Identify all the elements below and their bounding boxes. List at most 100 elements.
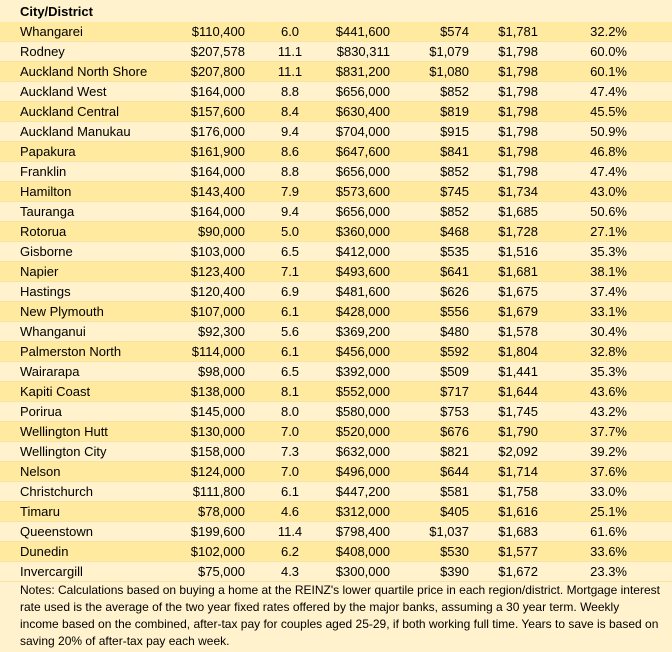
table-cell: 11.1 xyxy=(277,44,303,59)
table-cell: $573,600 xyxy=(335,184,390,199)
city-name: Timaru xyxy=(20,504,60,519)
table-cell: $581 xyxy=(440,484,469,499)
table-cell: $1,681 xyxy=(498,264,538,279)
city-name: Wellington Hutt xyxy=(20,424,108,439)
table-cell: $841 xyxy=(440,144,469,159)
table-cell: $390 xyxy=(440,564,469,579)
table-cell: 33.0% xyxy=(590,484,627,499)
table-cell: $745 xyxy=(440,184,469,199)
table-row: Rotorua $90,000 5.0 $360,000 $468 $1,728 27.1% xyxy=(0,222,672,242)
table-cell: $98,000 xyxy=(198,364,245,379)
table-row: Wairarapa $98,000 6.5 $392,000 $509 $1,441 35.… xyxy=(0,362,672,382)
table-cell: 8.4 xyxy=(280,104,300,119)
table-cell: 37.4% xyxy=(590,284,627,299)
table-row: Papakura $161,900 8.6 $647,600 $841 $1,798 46.… xyxy=(0,142,672,162)
table-cell: $300,000 xyxy=(335,564,390,579)
table-cell: $158,000 xyxy=(190,444,245,459)
table-cell: 27.1% xyxy=(590,224,627,239)
table-cell: 8.0 xyxy=(280,404,300,419)
table-row: Palmerston North $114,000 6.1 $456,000 $592 $… xyxy=(0,342,672,362)
table-cell: $176,000 xyxy=(190,124,245,139)
city-name: Whanganui xyxy=(20,324,86,339)
table-cell: 6.9 xyxy=(280,284,300,299)
city-name: Auckland Manukau xyxy=(20,124,131,139)
table-cell: $161,900 xyxy=(190,144,245,159)
table-cell: $556 xyxy=(440,304,469,319)
table-row: Dunedin $102,000 6.2 $408,000 $530 $1,577 33.6… xyxy=(0,542,672,562)
table-cell: $2,092 xyxy=(498,444,538,459)
table-cell: $1,616 xyxy=(498,504,538,519)
table-cell: $656,000 xyxy=(335,164,390,179)
city-name: Palmerston North xyxy=(20,344,122,359)
table-row: New Plymouth $107,000 6.1 $428,000 $556 $1,67… xyxy=(0,302,672,322)
table-cell: $852 xyxy=(440,84,469,99)
table-cell: $1,728 xyxy=(498,224,538,239)
table-cell: 6.1 xyxy=(280,484,300,499)
table-cell: $496,000 xyxy=(335,464,390,479)
table-cell: $1,745 xyxy=(498,404,538,419)
table-cell: 8.6 xyxy=(280,144,300,159)
table-cell: 47.4% xyxy=(590,164,627,179)
table-cell: $1,714 xyxy=(498,464,538,479)
table-cell: $102,000 xyxy=(190,544,245,559)
city-name: Auckland Central xyxy=(20,104,119,119)
city-name: Papakura xyxy=(20,144,76,159)
table-cell: $704,000 xyxy=(335,124,390,139)
table-cell: $360,000 xyxy=(335,224,390,239)
city-name: Dunedin xyxy=(20,544,69,559)
table-cell: $164,000 xyxy=(190,204,245,219)
table-cell: $630,400 xyxy=(335,104,390,119)
table-cell: $1,798 xyxy=(498,164,538,179)
table-cell: $644 xyxy=(440,464,469,479)
table-cell: 6.0 xyxy=(280,24,300,39)
header-cell: City/District xyxy=(20,4,93,19)
table-cell: $819 xyxy=(440,104,469,119)
table-cell: $647,600 xyxy=(335,144,390,159)
table-cell: $130,000 xyxy=(190,424,245,439)
table-cell: 7.0 xyxy=(280,464,300,479)
table-cell: $1,798 xyxy=(498,144,538,159)
table-row: Wellington Hutt $130,000 7.0 $520,000 $676 $1… xyxy=(0,422,672,442)
table-row: Whanganui $92,300 5.6 $369,200 $480 $1,578 30.… xyxy=(0,322,672,342)
table-cell: 61.6% xyxy=(590,524,627,539)
table-cell: $369,200 xyxy=(335,324,390,339)
table-cell: $580,000 xyxy=(335,404,390,419)
table-cell: $199,600 xyxy=(190,524,245,539)
city-name: Rodney xyxy=(20,44,65,59)
city-name: Christchurch xyxy=(20,484,93,499)
table-cell: $408,000 xyxy=(335,544,390,559)
table-cell: 8.8 xyxy=(280,164,300,179)
table-cell: $164,000 xyxy=(190,164,245,179)
city-name: Nelson xyxy=(20,464,61,479)
table-cell: $852 xyxy=(440,164,469,179)
table-cell: $1,781 xyxy=(498,24,538,39)
table-row: Kapiti Coast $138,000 8.1 $552,000 $717 $1,64… xyxy=(0,382,672,402)
table-cell: 47.4% xyxy=(590,84,627,99)
table-cell: $481,600 xyxy=(335,284,390,299)
table-cell: $1,798 xyxy=(498,44,538,59)
table-cell: $632,000 xyxy=(335,444,390,459)
table-cell: 11.4 xyxy=(277,524,303,539)
table-cell: $1,790 xyxy=(498,424,538,439)
table-cell: 43.2% xyxy=(590,404,627,419)
city-name: Rotorua xyxy=(20,224,67,239)
table-cell: 46.8% xyxy=(590,144,627,159)
city-name: Queenstown xyxy=(20,524,93,539)
table-cell: $468 xyxy=(440,224,469,239)
table-row: Rodney $207,578 11.1 $830,311 $1,079 $1,798 60… xyxy=(0,42,672,62)
table-cell: $1,675 xyxy=(498,284,538,299)
table-cell: $103,000 xyxy=(190,244,245,259)
city-name: Auckland North Shore xyxy=(20,64,148,79)
table-cell: $1,798 xyxy=(498,104,538,119)
table-row: Auckland North Shore $207,800 11.1 $831,200… xyxy=(0,62,672,82)
table-cell: $1,577 xyxy=(498,544,538,559)
table-cell: 11.1 xyxy=(277,64,303,79)
table-cell: $1,798 xyxy=(498,64,538,79)
table-cell: 35.3% xyxy=(590,364,627,379)
table-cell: 37.7% xyxy=(590,424,627,439)
table-row: Napier $123,400 7.1 $493,600 $641 $1,681 38.1% xyxy=(0,262,672,282)
table-cell: $75,000 xyxy=(198,564,245,579)
city-name: Hamilton xyxy=(20,184,72,199)
table-cell: $480 xyxy=(440,324,469,339)
table-row: Auckland Central $157,600 8.4 $630,400 $819 $… xyxy=(0,102,672,122)
